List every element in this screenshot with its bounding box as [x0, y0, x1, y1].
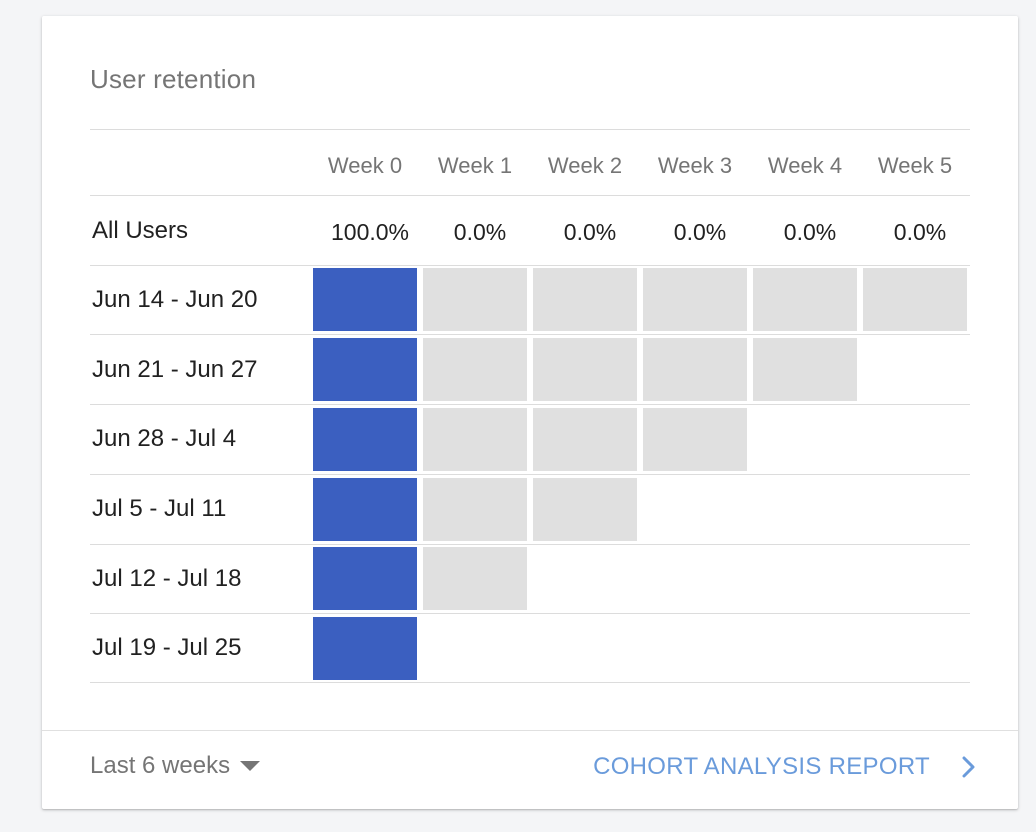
retention-cell — [313, 617, 417, 680]
retention-cell — [313, 408, 417, 471]
cohort-label: Jul 12 - Jul 18 — [92, 565, 242, 592]
retention-cell — [533, 408, 637, 471]
table-divider — [90, 682, 970, 683]
table-divider — [90, 613, 970, 614]
cohort-label: Jul 5 - Jul 11 — [92, 495, 227, 522]
retention-cell — [313, 478, 417, 541]
cohort-label: Jun 21 - Jun 27 — [92, 356, 258, 383]
card-title: User retention — [90, 64, 257, 94]
retention-cell — [423, 408, 527, 471]
retention-cell — [643, 338, 747, 401]
table-divider — [90, 265, 970, 266]
all-users-week-0-value: 100.0% — [330, 219, 409, 245]
retention-cell — [423, 547, 527, 610]
retention-cell — [533, 478, 637, 541]
caret-down-icon — [240, 761, 261, 771]
cohort-label: Jul 19 - Jul 25 — [92, 634, 242, 661]
table-divider — [90, 544, 970, 545]
retention-cell — [533, 338, 637, 401]
cohort-analysis-report-label: COHORT ANALYSIS REPORT — [593, 753, 930, 780]
week-header-2: Week 2 — [547, 153, 623, 178]
table-divider — [90, 129, 970, 130]
retention-cell — [313, 268, 417, 331]
retention-cell — [753, 338, 857, 401]
retention-cell — [643, 408, 747, 471]
cohort-label: Jun 14 - Jun 20 — [92, 286, 258, 313]
week-header-5: Week 5 — [877, 153, 953, 178]
table-divider — [90, 474, 970, 475]
cohort-label: Jun 28 - Jul 4 — [92, 425, 237, 452]
retention-cell — [423, 478, 527, 541]
retention-cell — [863, 268, 967, 331]
cohort-analysis-report-link[interactable]: COHORT ANALYSIS REPORT — [593, 753, 978, 781]
all-users-label: All Users — [92, 217, 189, 244]
retention-cell — [753, 268, 857, 331]
all-users-week-1-value: 0.0% — [453, 219, 507, 245]
retention-cell — [643, 268, 747, 331]
retention-cell — [313, 338, 417, 401]
date-range-dropdown[interactable]: Last 6 weeks — [90, 752, 261, 780]
table-divider — [90, 334, 970, 335]
week-header-3: Week 3 — [657, 153, 733, 178]
all-users-week-5-value: 0.0% — [893, 219, 947, 245]
date-range-label: Last 6 weeks — [90, 752, 231, 779]
footer-divider — [42, 730, 1018, 731]
retention-cell — [423, 338, 527, 401]
user-retention-card: User retention Week 0 Week 1 Week 2 Week… — [42, 16, 1018, 809]
all-users-week-3-value: 0.0% — [673, 219, 727, 245]
retention-cell — [533, 268, 637, 331]
retention-cell — [423, 268, 527, 331]
table-divider — [90, 404, 970, 405]
retention-cell — [313, 547, 417, 610]
week-header-4: Week 4 — [767, 153, 843, 178]
table-divider — [90, 195, 970, 196]
chevron-right-icon — [962, 756, 975, 778]
week-header-0: Week 0 — [327, 153, 403, 178]
all-users-week-2-value: 0.0% — [563, 219, 617, 245]
week-header-1: Week 1 — [437, 153, 513, 178]
all-users-week-4-value: 0.0% — [783, 219, 837, 245]
